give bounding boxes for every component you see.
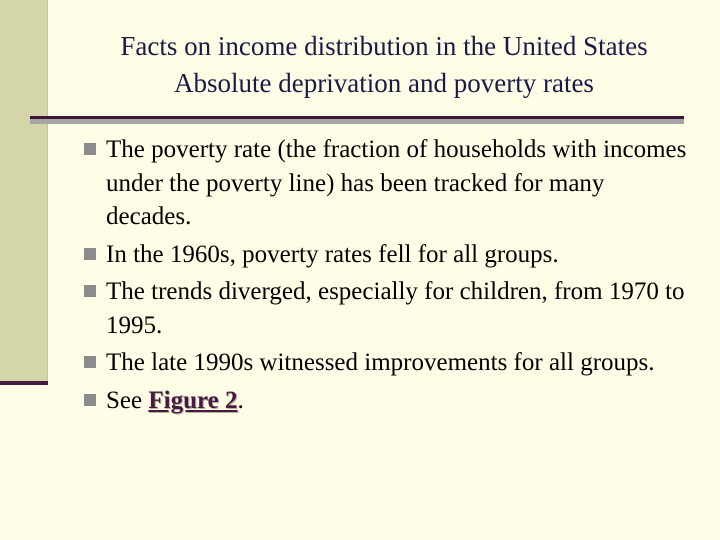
- title-divider: [30, 116, 684, 119]
- square-bullet-icon: [84, 285, 96, 297]
- title-line-1: Facts on income distribution in the Unit…: [120, 31, 648, 61]
- list-item: In the 1960s, poverty rates fell for all…: [84, 238, 694, 272]
- bullet-text: The trends diverged, especially for chil…: [106, 278, 685, 339]
- list-item: See Figure 2.: [84, 384, 694, 418]
- list-item: The trends diverged, especially for chil…: [84, 275, 694, 342]
- figure-2-link[interactable]: Figure 2: [148, 386, 238, 414]
- bullet-list: The poverty rate (the fraction of househ…: [84, 133, 694, 421]
- left-accent-bar: [0, 381, 48, 385]
- square-bullet-icon: [84, 356, 96, 368]
- bullet-text: The late 1990s witnessed improvements fo…: [106, 349, 655, 376]
- square-bullet-icon: [84, 247, 96, 260]
- left-decorative-panel: [0, 0, 47, 383]
- bullet-text: The poverty rate (the fraction of househ…: [106, 136, 687, 230]
- square-bullet-icon: [84, 143, 96, 155]
- title-divider-shadow: [30, 119, 684, 124]
- left-panel-edge: [47, 0, 48, 383]
- list-item: The poverty rate (the fraction of househ…: [84, 133, 694, 234]
- slide-title: Facts on income distribution in the Unit…: [48, 28, 720, 102]
- title-line-2: Absolute deprivation and poverty rates: [174, 68, 594, 98]
- square-bullet-icon: [84, 393, 96, 406]
- list-item: The late 1990s witnessed improvements fo…: [84, 346, 694, 380]
- bullet-prefix: See: [106, 386, 149, 414]
- bullet-suffix: .: [237, 386, 244, 414]
- bullet-text: In the 1960s, poverty rates fell for all…: [106, 240, 559, 268]
